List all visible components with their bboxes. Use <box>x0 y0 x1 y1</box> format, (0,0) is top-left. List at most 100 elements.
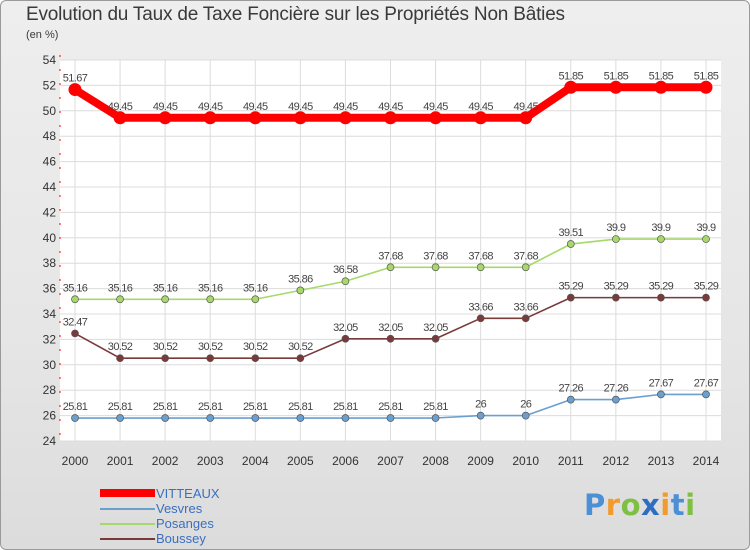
data-point <box>206 414 215 422</box>
unit-label: (en %) <box>26 29 59 41</box>
data-point <box>474 111 488 125</box>
chart-title: Evolution du Taux de Taxe Foncière sur l… <box>26 4 565 25</box>
data-point <box>431 263 440 272</box>
data-point <box>521 263 530 272</box>
data-point <box>296 286 305 295</box>
data-label: 37.68 <box>468 250 493 262</box>
data-point <box>341 334 350 343</box>
x-tick-label: 2010 <box>512 454 539 468</box>
data-point <box>158 111 172 125</box>
data-point <box>612 395 620 404</box>
data-label: 25.81 <box>108 401 133 413</box>
x-tick-label: 2007 <box>377 454 404 468</box>
data-point <box>476 263 485 272</box>
y-tick-label: 54 <box>43 53 57 67</box>
data-label: 39.9 <box>696 222 715 234</box>
data-point <box>248 111 262 125</box>
y-tick-label: 40 <box>43 231 57 245</box>
data-point <box>657 390 665 399</box>
y-tick-label: 42 <box>43 205 57 219</box>
data-point <box>431 414 440 422</box>
data-point <box>293 111 307 125</box>
logo-letter: i <box>660 488 671 522</box>
data-label: 25.81 <box>423 401 448 413</box>
data-point <box>251 354 260 363</box>
data-label: 35.29 <box>649 281 674 293</box>
data-point <box>116 414 124 422</box>
data-label: 27.67 <box>694 377 719 389</box>
y-tick-label: 36 <box>43 282 57 296</box>
y-tick-label: 52 <box>43 78 57 92</box>
data-point <box>564 80 578 94</box>
data-label: 27.26 <box>604 383 629 395</box>
data-point <box>338 111 352 125</box>
data-label: 49.45 <box>108 101 133 113</box>
y-tick-label: 32 <box>43 332 57 346</box>
data-label: 49.45 <box>423 101 448 113</box>
data-point <box>612 293 620 302</box>
data-point <box>476 314 485 323</box>
data-label: 26 <box>475 399 487 411</box>
data-label: 37.68 <box>378 250 403 262</box>
logo-letter: r <box>605 488 621 522</box>
data-label: 30.52 <box>243 341 268 353</box>
data-point <box>612 235 620 243</box>
data-label: 39.51 <box>559 227 584 239</box>
data-label: 35.16 <box>198 282 223 294</box>
data-label: 49.45 <box>243 101 268 113</box>
legend-swatch <box>100 538 155 540</box>
x-tick-label: 2009 <box>467 454 494 468</box>
x-tick-label: 2013 <box>648 454 675 468</box>
data-point <box>521 411 530 420</box>
data-label: 49.45 <box>468 101 493 113</box>
legend-swatch <box>100 523 155 525</box>
data-label: 32.47 <box>63 316 88 328</box>
data-label: 35.16 <box>153 282 178 294</box>
data-point <box>71 414 79 422</box>
data-point <box>71 295 79 304</box>
data-point <box>429 111 443 125</box>
data-point <box>386 414 395 422</box>
data-point <box>566 240 575 248</box>
data-label: 51.85 <box>649 70 674 82</box>
data-label: 36.58 <box>333 264 358 276</box>
data-point <box>341 414 350 422</box>
data-label: 49.45 <box>378 101 403 113</box>
data-point <box>71 329 79 338</box>
data-point <box>386 263 395 272</box>
logo-letter: o <box>620 488 642 522</box>
data-label: 49.45 <box>198 101 223 113</box>
data-point <box>431 334 440 343</box>
data-point <box>203 111 217 125</box>
data-label: 30.52 <box>153 341 178 353</box>
data-point <box>341 277 350 286</box>
data-label: 25.81 <box>378 401 403 413</box>
data-point <box>251 295 260 304</box>
x-tick-label: 2008 <box>422 454 449 468</box>
data-label: 49.45 <box>513 101 538 113</box>
x-tick-label: 2001 <box>107 454 134 468</box>
data-label: 27.67 <box>649 377 674 389</box>
x-tick-label: 2002 <box>152 454 179 468</box>
data-label: 32.05 <box>333 322 358 334</box>
data-label: 32.05 <box>423 322 448 334</box>
data-label: 27.26 <box>559 383 584 395</box>
data-point <box>296 354 305 363</box>
data-label: 49.45 <box>333 101 358 113</box>
data-point <box>657 235 665 243</box>
data-label: 30.52 <box>198 341 223 353</box>
x-tick-label: 2014 <box>693 454 720 468</box>
data-label: 32.05 <box>378 322 403 334</box>
data-point <box>251 414 260 422</box>
data-label: 49.45 <box>153 101 178 113</box>
data-label: 35.16 <box>243 282 268 294</box>
legend-label: Posanges <box>156 516 214 531</box>
data-point <box>654 80 668 94</box>
data-label: 30.52 <box>288 341 313 353</box>
data-point <box>699 80 713 94</box>
data-label: 51.85 <box>559 70 584 82</box>
data-label: 25.81 <box>288 401 313 413</box>
data-label: 25.81 <box>198 401 223 413</box>
data-point <box>384 111 397 125</box>
